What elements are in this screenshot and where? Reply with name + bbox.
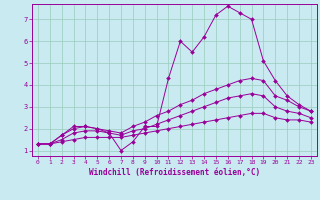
X-axis label: Windchill (Refroidissement éolien,°C): Windchill (Refroidissement éolien,°C) [89,168,260,177]
